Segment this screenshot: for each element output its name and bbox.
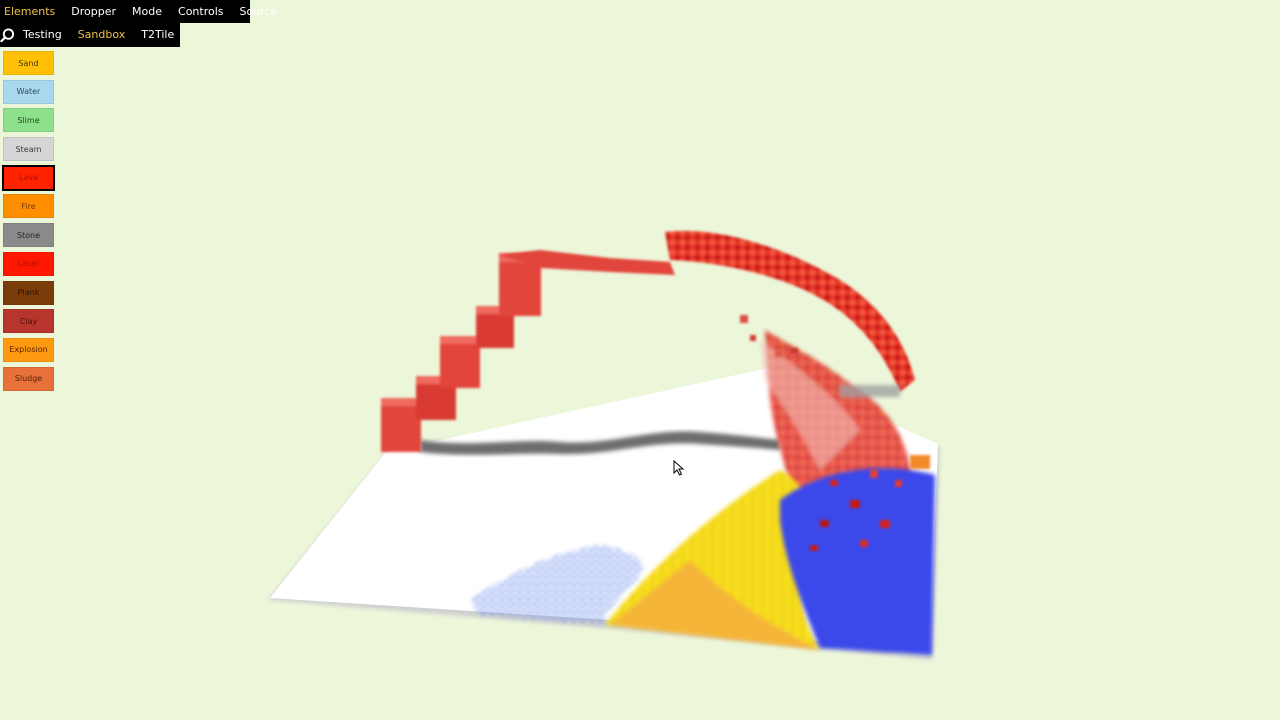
element-water[interactable]: Water <box>3 79 54 104</box>
menu-elements[interactable]: Elements <box>4 5 56 18</box>
lava-particles <box>740 315 930 551</box>
element-lava[interactable]: Lava <box>2 164 55 191</box>
element-steam[interactable]: Steam <box>3 137 54 162</box>
element-explosion[interactable]: Explosion <box>3 337 54 362</box>
element-fire[interactable]: Fire <box>3 194 54 219</box>
menu-controls[interactable]: Controls <box>178 5 224 18</box>
stone-wall <box>420 431 780 455</box>
search-button[interactable] <box>0 23 15 47</box>
element-stone[interactable]: Stone <box>3 223 54 248</box>
menu-dropper[interactable]: Dropper <box>71 5 117 18</box>
sand-pile <box>605 470 820 650</box>
tab-testing[interactable]: Testing <box>23 28 62 41</box>
top-menu-bar: Elements Dropper Mode Controls Source <box>0 0 277 23</box>
lava-stairs <box>381 253 541 452</box>
element-palette: Sand Water Slime Steam Lava Fire Stone L… <box>2 51 55 395</box>
water-pool <box>470 468 935 655</box>
element-sand[interactable]: Sand <box>3 51 54 75</box>
lava-arch <box>499 230 915 392</box>
element-clay[interactable]: Clay <box>3 309 54 334</box>
mouse-cursor-icon <box>673 460 685 476</box>
menu-source[interactable]: Source <box>239 5 278 18</box>
tab-t2tile[interactable]: T2Tile <box>141 28 175 41</box>
search-icon <box>0 27 15 42</box>
element-laser[interactable]: Laser <box>3 251 54 276</box>
menu-mode[interactable]: Mode <box>132 5 163 18</box>
element-slime[interactable]: Slime <box>3 108 54 133</box>
element-plank[interactable]: Plank <box>3 280 54 305</box>
palette-tab-bar: Testing Sandbox T2Tile <box>0 23 180 47</box>
tab-sandbox[interactable]: Sandbox <box>77 28 126 41</box>
element-sludge[interactable]: Sludge <box>3 366 54 391</box>
